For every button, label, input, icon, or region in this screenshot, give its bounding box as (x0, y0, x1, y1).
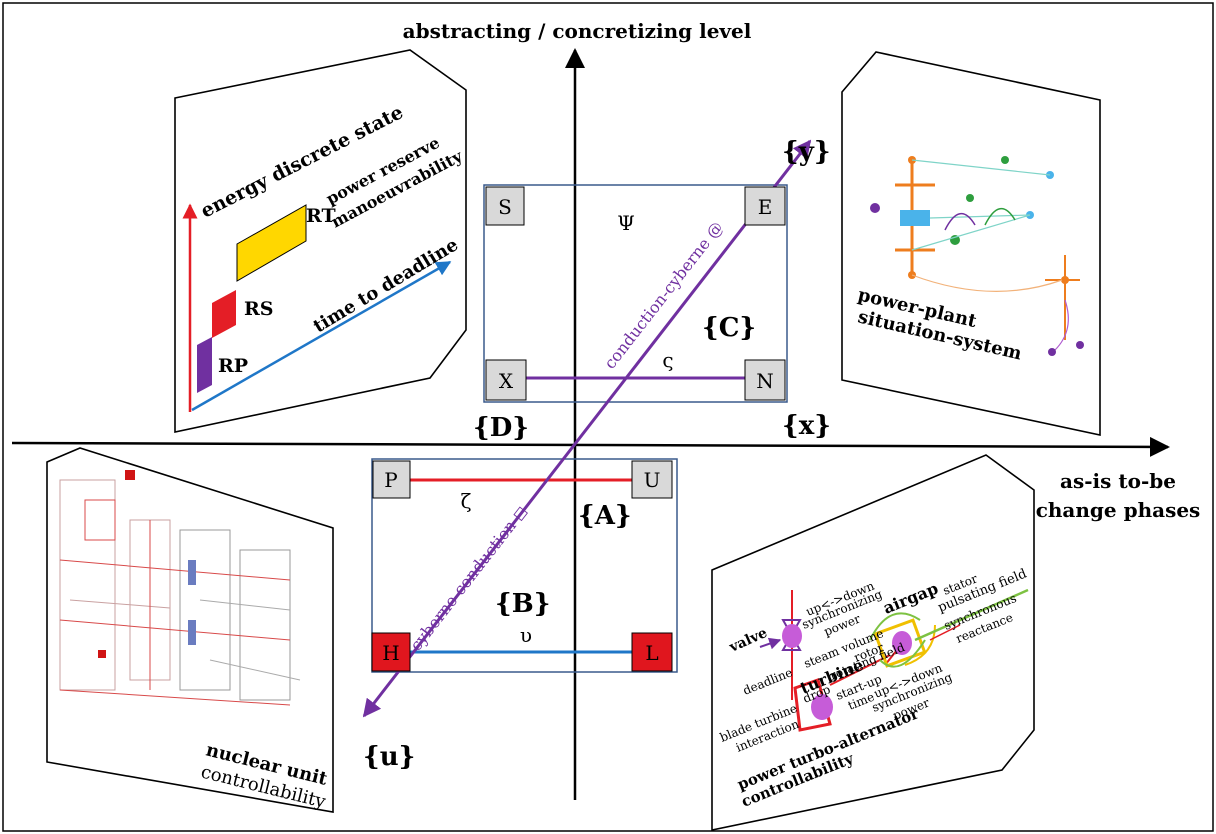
powerplant-network (870, 156, 1084, 356)
upper-plane-rect (483, 184, 788, 403)
panel-powerplant-frame (841, 51, 1101, 436)
panel-nuclear: nuclear unit controllability (46, 447, 334, 813)
set-u-label: {u} (363, 742, 415, 772)
edge-zeta-label: ζ (461, 489, 472, 513)
set-y-label: {y} (782, 137, 831, 167)
node-n: N (744, 359, 786, 401)
svg-text:P: P (384, 468, 397, 492)
diagonal-cyberne-axis (362, 139, 812, 718)
vertical-axis-label: abstracting / concretizing level (403, 19, 752, 43)
node-x: X (485, 359, 527, 401)
rp-label: RP (218, 355, 248, 377)
horizontal-axis-label-2: change phases (1036, 498, 1201, 522)
node-l: L (631, 632, 673, 672)
edge-upsilon-label: υ (520, 623, 532, 647)
node-h: H (371, 632, 411, 672)
edge-sigma-label: ς (662, 348, 673, 372)
svg-text:S: S (498, 195, 512, 219)
node-u: U (631, 460, 673, 499)
horizontal-axis (11, 436, 1170, 457)
set-b-label: {B} (495, 589, 550, 619)
horizontal-axis-label-1: as-is to-be (1060, 469, 1176, 493)
set-d-label: {D} (473, 413, 529, 443)
svg-text:N: N (756, 369, 774, 393)
svg-text:E: E (758, 195, 773, 219)
edge-psi-label: Ψ (617, 211, 635, 235)
rs-block (212, 290, 236, 338)
rp-block (197, 337, 212, 393)
rt-label: RT (306, 205, 336, 227)
set-c-label: {C} (702, 313, 756, 343)
panel-powerplant: power-plant situation-system (841, 51, 1101, 436)
set-x-label: {x} (782, 411, 831, 441)
svg-text:H: H (382, 641, 399, 665)
cyberne-conduction-label: cyberne-conduction ◻ (406, 502, 531, 655)
rt-block (236, 204, 307, 282)
svg-text:L: L (645, 641, 658, 665)
node-s: S (485, 186, 525, 226)
nuclear-schematic (59, 470, 301, 706)
set-a-label: {A} (578, 501, 632, 531)
panel-energy: energy discrete state RP RS RT power res… (174, 49, 467, 433)
rs-label: RS (244, 298, 274, 320)
node-p: P (372, 460, 411, 499)
panel-turbo: valve up<->down synchronizing power stea… (711, 454, 1035, 831)
node-e: E (744, 186, 786, 226)
svg-text:X: X (499, 369, 514, 393)
svg-text:U: U (644, 468, 661, 492)
